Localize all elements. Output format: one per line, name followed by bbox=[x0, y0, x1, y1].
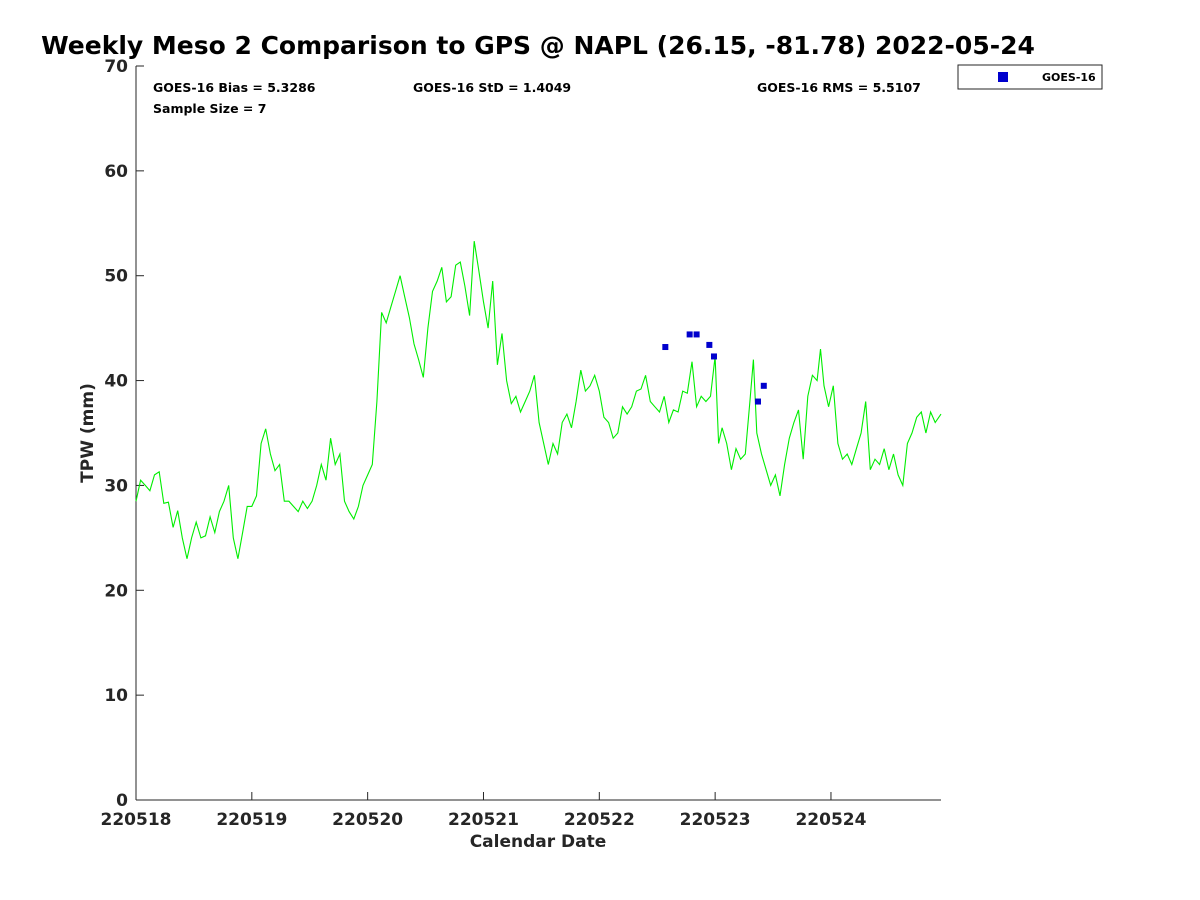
x-tick-label: 220523 bbox=[680, 810, 751, 830]
goes-16-point bbox=[710, 353, 717, 360]
legend: GOES-16 bbox=[957, 64, 1103, 90]
x-tick-label: 220522 bbox=[564, 810, 635, 830]
x-axis-label: Calendar Date bbox=[470, 832, 607, 852]
y-tick-label: 0 bbox=[116, 791, 128, 811]
y-tick-label: 60 bbox=[104, 162, 128, 182]
y-tick-label: 50 bbox=[104, 267, 128, 287]
legend-marker-goes-16 bbox=[998, 72, 1008, 82]
sample-size-stat: Sample Size = 7 bbox=[153, 101, 266, 116]
rms-stat: GOES-16 RMS = 5.5107 bbox=[757, 80, 921, 95]
x-tick-label: 220521 bbox=[448, 810, 519, 830]
gps-tpw-line bbox=[135, 241, 942, 559]
x-tick-label: 220524 bbox=[795, 810, 866, 830]
std-stat: GOES-16 StD = 1.4049 bbox=[413, 80, 571, 95]
goes-16-point bbox=[662, 344, 669, 351]
goes-16-point bbox=[760, 382, 767, 389]
y-axis-label: TPW (mm) bbox=[78, 383, 98, 483]
x-tick-label: 220519 bbox=[216, 810, 287, 830]
legend-label-goes-16: GOES-16 bbox=[1042, 71, 1096, 84]
goes-16-point bbox=[693, 331, 700, 338]
x-ticks: 220518 220519 220520 220521 220522 220523 2205… bbox=[101, 792, 867, 830]
goes-16-point bbox=[706, 341, 713, 348]
series-layer bbox=[135, 241, 942, 559]
goes-16-point bbox=[754, 398, 761, 405]
bias-stat: GOES-16 Bias = 5.3286 bbox=[153, 80, 316, 95]
goes-16-point bbox=[686, 331, 693, 338]
chart-title: Weekly Meso 2 Comparison to GPS @ NAPL (… bbox=[41, 31, 1035, 60]
x-tick-label: 220518 bbox=[101, 810, 172, 830]
y-tick-label: 30 bbox=[104, 476, 128, 496]
x-tick-label: 220520 bbox=[332, 810, 403, 830]
plot-area: 0 10 20 30 40 50 60 70 220518 220519 220520 220521… bbox=[101, 57, 942, 830]
y-ticks: 0 10 20 30 40 50 60 70 bbox=[104, 57, 144, 811]
y-tick-label: 10 bbox=[104, 686, 128, 706]
y-tick-label: 20 bbox=[104, 581, 128, 601]
legend-box bbox=[957, 64, 1103, 90]
y-tick-label: 70 bbox=[104, 57, 128, 77]
y-tick-label: 40 bbox=[104, 372, 128, 392]
